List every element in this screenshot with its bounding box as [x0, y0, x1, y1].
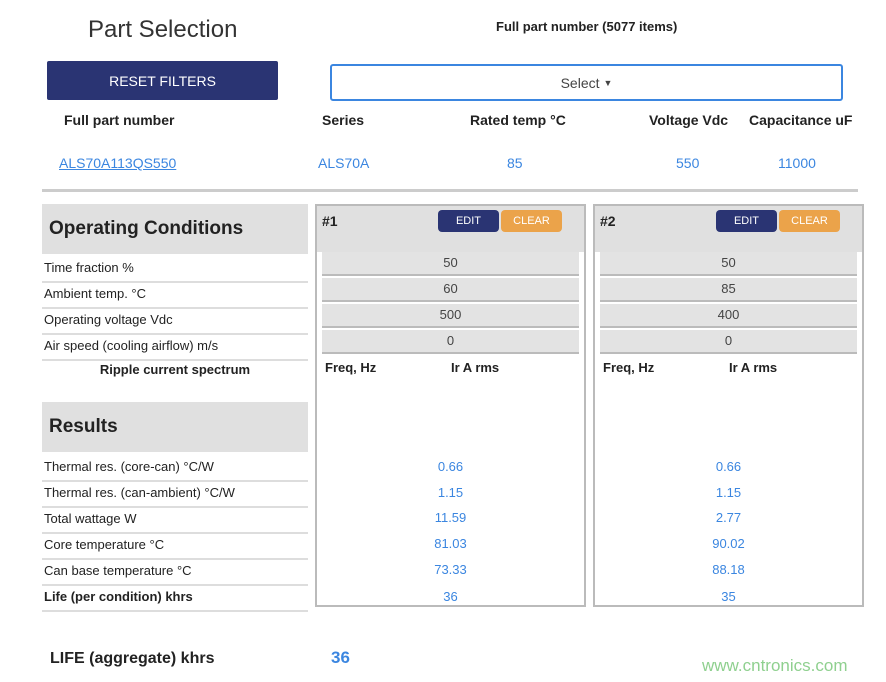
freq-header: Freq, Hz: [325, 360, 377, 375]
part-number-link[interactable]: ALS70A113QS550: [59, 155, 177, 171]
watermark: www.cntronics.com: [702, 656, 848, 675]
time-fraction-input[interactable]: 50: [600, 252, 857, 276]
result-life: 36: [443, 589, 458, 604]
aggregate-life-value: 36: [331, 648, 350, 667]
result-core-temp: 90.02: [712, 536, 745, 551]
air-speed-input[interactable]: 0: [600, 330, 857, 354]
freq-header: Freq, Hz: [603, 360, 655, 375]
divider: [42, 189, 858, 192]
col-header-series: Series: [322, 112, 365, 128]
result-life: 35: [721, 589, 736, 604]
col-header-capacitance: Capacitance uF: [749, 112, 853, 128]
condition-panel-2: #2 EDIT CLEAR 50 85 400 0 Freq, Hz Ir A r…: [593, 204, 864, 607]
result-thermal-can-ambient: 1.15: [715, 485, 742, 500]
label-core-temp: Core temperature °C: [42, 534, 308, 560]
aggregate-life-label: LIFE (aggregate) khrs: [50, 650, 215, 667]
clear-button[interactable]: CLEAR: [779, 210, 840, 232]
voltage-value: 550: [676, 155, 700, 171]
label-thermal-can-ambient: Thermal res. (can-ambient) °C/W: [42, 482, 308, 508]
result-thermal-can-ambient: 1.15: [437, 485, 464, 500]
label-life: Life (per condition) khrs: [42, 586, 308, 612]
col-header-rated-temp: Rated temp °C: [470, 112, 566, 128]
select-label: Select: [560, 74, 600, 91]
voltage-input[interactable]: 400: [600, 304, 857, 328]
page-title: Part Selection: [88, 16, 238, 43]
panel-number: #2: [600, 213, 616, 229]
condition-panel-1: #1 EDIT CLEAR 50 60 500 0 Freq, Hz Ir A r…: [315, 204, 586, 607]
voltage-input[interactable]: 500: [322, 304, 579, 328]
edit-button[interactable]: EDIT: [716, 210, 777, 232]
result-can-base-temp: 73.33: [434, 562, 467, 577]
results-heading: Results: [42, 402, 308, 452]
result-total-wattage: 11.59: [434, 510, 467, 525]
label-ambient-temp: Ambient temp. °C: [42, 283, 308, 309]
result-can-base-temp: 88.18: [712, 562, 745, 577]
ambient-temp-input[interactable]: 85: [600, 278, 857, 302]
air-speed-input[interactable]: 0: [322, 330, 579, 354]
clear-button[interactable]: CLEAR: [501, 210, 562, 232]
caret-down-icon: ▼: [603, 77, 613, 88]
col-header-voltage: Voltage Vdc: [649, 112, 729, 128]
reset-filters-button[interactable]: RESET FILTERS: [47, 61, 278, 100]
series-value: ALS70A: [318, 155, 370, 171]
capacitance-value: 11000: [778, 155, 816, 171]
label-time-fraction: Time fraction %: [42, 257, 308, 283]
label-air-speed: Air speed (cooling airflow) m/s: [42, 335, 308, 361]
col-header-part-number: Full part number: [64, 112, 175, 128]
part-select-dropdown[interactable]: Select ▼: [330, 64, 843, 101]
edit-button[interactable]: EDIT: [438, 210, 499, 232]
label-thermal-core-can: Thermal res. (core-can) °C/W: [42, 456, 308, 482]
result-thermal-core-can: 0.66: [715, 459, 742, 474]
label-operating-voltage: Operating voltage Vdc: [42, 309, 308, 335]
ir-header: Ir A rms: [451, 360, 500, 375]
time-fraction-input[interactable]: 50: [322, 252, 579, 276]
operating-conditions-heading: Operating Conditions: [42, 204, 308, 254]
ambient-temp-input[interactable]: 60: [322, 278, 579, 302]
label-total-wattage: Total wattage W: [42, 508, 308, 534]
result-core-temp: 81.03: [434, 536, 467, 551]
ir-header: Ir A rms: [729, 360, 778, 375]
part-count-label: Full part number (5077 items): [496, 19, 678, 34]
ripple-spectrum-label: Ripple current spectrum: [99, 362, 251, 377]
label-can-base-temp: Can base temperature °C: [42, 560, 308, 586]
panel-number: #1: [322, 213, 338, 229]
rated-temp-value: 85: [507, 155, 523, 171]
result-thermal-core-can: 0.66: [437, 459, 464, 474]
result-total-wattage: 2.77: [715, 510, 742, 525]
